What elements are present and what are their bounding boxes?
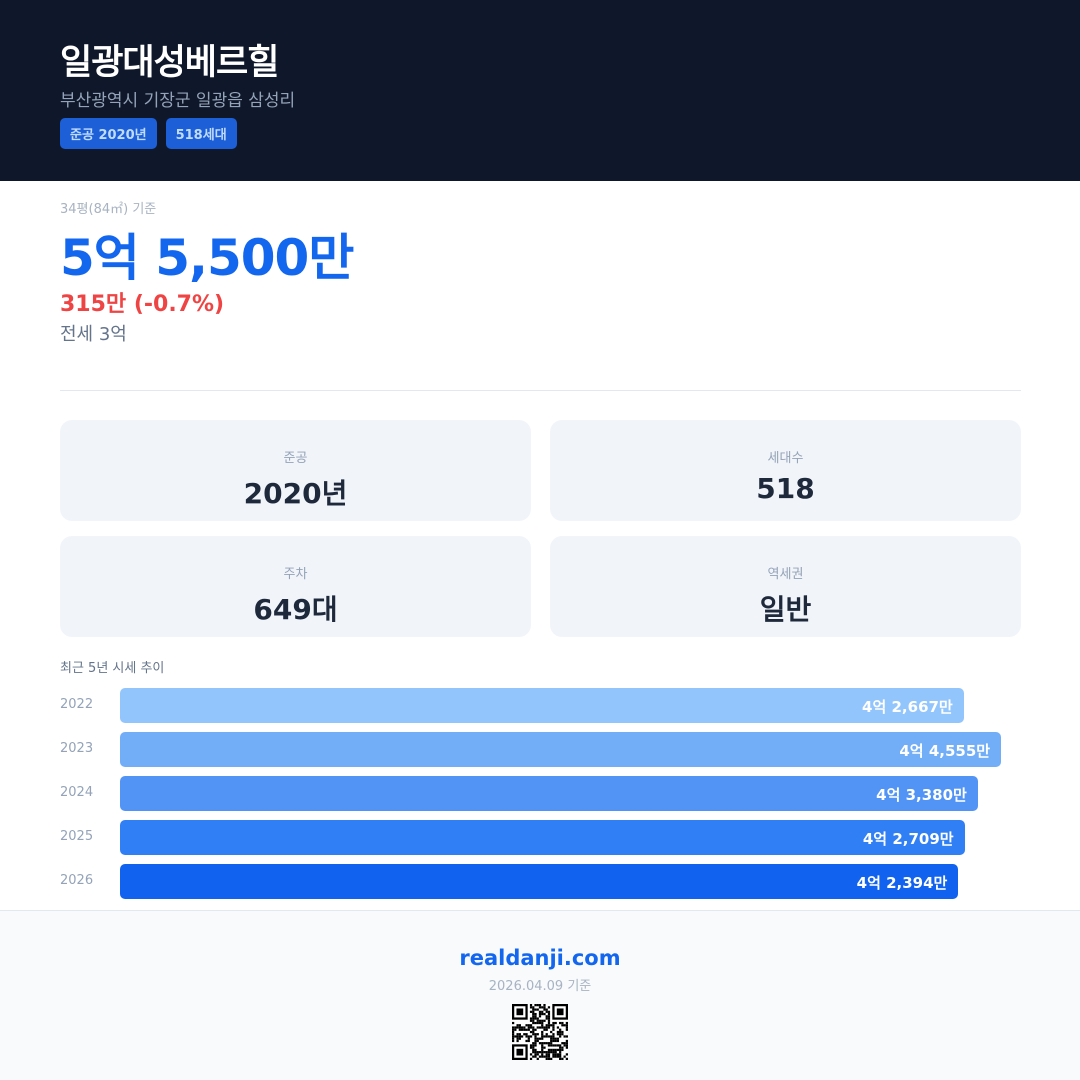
stat-card-built: 준공 2020년 <box>60 420 531 521</box>
header: 일광대성베르힐 부산광역시 기장군 일광읍 삼성리 준공 2020년 518세대 <box>0 0 1080 181</box>
bar-2025: 4억 2,709만 <box>120 820 965 855</box>
year-label: 2026 <box>60 873 94 888</box>
bar-2023: 4억 4,555만 <box>120 732 1002 767</box>
address: 부산광역시 기장군 일광읍 삼성리 <box>60 91 296 111</box>
badge-households: 518세대 <box>165 118 237 149</box>
year-label: 2025 <box>60 829 94 844</box>
stat-value: 2020년 <box>243 477 348 510</box>
chart-row: 2023 4억 4,555만 <box>60 732 1020 767</box>
price-value: 5억 5,500만 <box>60 229 354 287</box>
bar-value-label: 4억 4,555만 <box>899 742 991 760</box>
year-label: 2024 <box>60 785 94 800</box>
site-link[interactable]: realdanji.com <box>459 946 621 970</box>
footer: realdanji.com 2026.04.09 기준 <box>0 910 1080 1080</box>
badge-built-year: 준공 2020년 <box>60 118 157 149</box>
stat-value: 518 <box>756 472 815 505</box>
stat-value: 649대 <box>253 593 338 626</box>
price-basis: 34평(84㎡) 기준 <box>60 202 157 217</box>
divider <box>60 390 1021 391</box>
bar-2024: 4억 3,380만 <box>120 776 978 811</box>
bar-value-label: 4억 3,380만 <box>876 786 967 804</box>
chart-row: 2025 4억 2,709만 <box>60 820 1020 855</box>
chart-row: 2024 4억 3,380만 <box>60 776 1020 811</box>
page-title: 일광대성베르힐 <box>60 43 279 83</box>
stat-label: 주차 <box>283 567 308 582</box>
bar-value-label: 4억 2,394만 <box>856 874 948 892</box>
stat-label: 준공 <box>283 451 308 466</box>
qr-code-icon <box>512 1004 568 1060</box>
year-label: 2023 <box>60 741 94 756</box>
chart-row: 2026 4억 2,394만 <box>60 864 1020 899</box>
bar-2026: 4억 2,394만 <box>120 864 959 899</box>
stat-card-parking: 주차 649대 <box>60 536 531 637</box>
date-basis: 2026.04.09 기준 <box>488 979 592 994</box>
chart-row: 2022 4억 2,667만 <box>60 688 1020 723</box>
bar-value-label: 4억 2,667만 <box>862 698 953 716</box>
stat-card-households: 세대수 518 <box>550 420 1021 521</box>
jeonse-price: 전세 3억 <box>60 324 127 345</box>
stat-value: 일반 <box>759 593 812 626</box>
bar-2022: 4억 2,667만 <box>120 688 964 723</box>
stat-label: 역세권 <box>767 567 804 582</box>
bar-value-label: 4억 2,709만 <box>862 830 954 848</box>
stat-label: 세대수 <box>767 451 804 466</box>
chart-title: 최근 5년 시세 추이 <box>60 661 165 676</box>
price-change: 315만 (-0.7%) <box>60 292 225 317</box>
year-label: 2022 <box>60 697 94 712</box>
